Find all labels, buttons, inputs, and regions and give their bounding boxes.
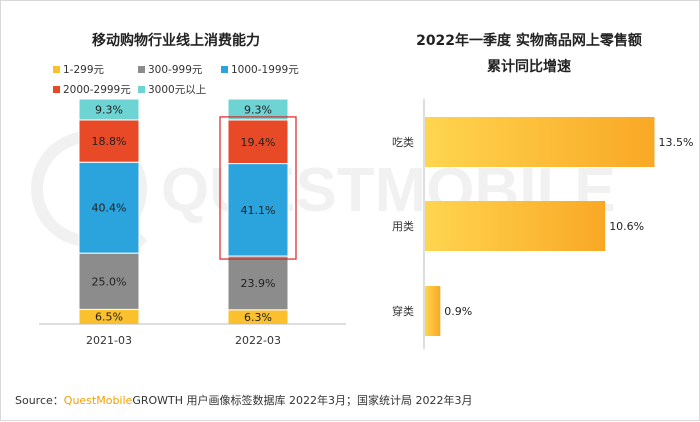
y-category-label: 穿类 bbox=[392, 304, 414, 318]
x-tick-label: 2022-03 bbox=[235, 334, 281, 347]
segment-value-label: 6.5% bbox=[95, 311, 123, 324]
stacked-bar-segment bbox=[227, 98, 289, 121]
right-chart-subtitle: 累计同比增速 bbox=[487, 58, 571, 75]
segment-value-label: 6.3% bbox=[244, 311, 272, 324]
right-chart-title: 2022年一季度 实物商品网上零售额 bbox=[416, 32, 642, 49]
stacked-bar-segment bbox=[78, 161, 140, 254]
stacked-bar-segment bbox=[78, 98, 140, 121]
hbar bbox=[425, 201, 606, 251]
legend-swatch bbox=[221, 66, 228, 73]
segment-value-label: 19.4% bbox=[241, 136, 276, 149]
segment-value-label: 40.4% bbox=[92, 202, 127, 215]
stacked-bar-segment bbox=[227, 163, 289, 257]
source-prefix: Source： bbox=[15, 394, 64, 407]
horizontal-bar-chart: 2022年一季度 实物商品网上零售额 累计同比增速 吃类 13.5% 用类 10.6%… bbox=[392, 32, 693, 349]
left-chart-legend: 1-299元 300-999元 1000-1999元 2000-2999元 3000元以… bbox=[53, 64, 299, 96]
y-category-label: 吃类 bbox=[392, 135, 414, 149]
legend-swatch bbox=[138, 66, 145, 73]
hbar bbox=[425, 286, 441, 336]
stacked-bar-chart: 移动购物行业线上消费能力 1-299元 300-999元 1000-1999元 200… bbox=[39, 32, 346, 347]
segment-value-label: 18.8% bbox=[92, 135, 127, 148]
legend-label: 300-999元 bbox=[148, 64, 203, 76]
left-chart-bars: 6.5% 25.0% 40.4% 18.8% 9.3% 6.3% 23.9% 41.1% 19.… bbox=[78, 98, 297, 325]
source-brand: QuestMobile bbox=[64, 394, 133, 407]
stacked-bar-segment bbox=[78, 119, 140, 163]
segment-value-label: 25.0% bbox=[92, 275, 127, 288]
hbar-value-label: 10.6% bbox=[609, 220, 644, 233]
segment-value-label: 9.3% bbox=[244, 103, 272, 116]
highlight-box bbox=[219, 116, 297, 260]
legend-label: 1000-1999元 bbox=[231, 64, 299, 76]
segment-value-label: 23.9% bbox=[241, 277, 276, 290]
legend-label: 1-299元 bbox=[63, 64, 105, 76]
segment-value-label: 9.3% bbox=[95, 103, 123, 116]
segment-value-label: 41.1% bbox=[241, 204, 276, 217]
legend-label: 2000-2999元 bbox=[63, 84, 131, 96]
legend-swatch bbox=[138, 86, 145, 93]
legend-swatch bbox=[53, 86, 60, 93]
hbar bbox=[425, 117, 655, 167]
hbar-value-label: 0.9% bbox=[444, 305, 472, 318]
stacked-bar-segment bbox=[78, 252, 140, 310]
hbar-value-label: 13.5% bbox=[659, 136, 694, 149]
legend-label: 3000元以上 bbox=[148, 84, 206, 96]
right-chart-bars: 吃类 13.5% 用类 10.6% 穿类 0.9% bbox=[392, 117, 693, 336]
stacked-bar-segment bbox=[227, 255, 289, 311]
source-text: GROWTH 用户画像标签数据库 2022年3月；国家统计局 2022年3月 bbox=[132, 393, 472, 407]
left-x-ticks: 2021-03 2022-03 bbox=[86, 334, 281, 347]
source-note: Source：QuestMobileGROWTH 用户画像标签数据库 2022年… bbox=[15, 393, 472, 407]
y-category-label: 用类 bbox=[392, 219, 414, 233]
left-chart-title: 移动购物行业线上消费能力 bbox=[92, 32, 260, 49]
legend-swatch bbox=[53, 66, 60, 73]
x-tick-label: 2021-03 bbox=[86, 334, 132, 347]
